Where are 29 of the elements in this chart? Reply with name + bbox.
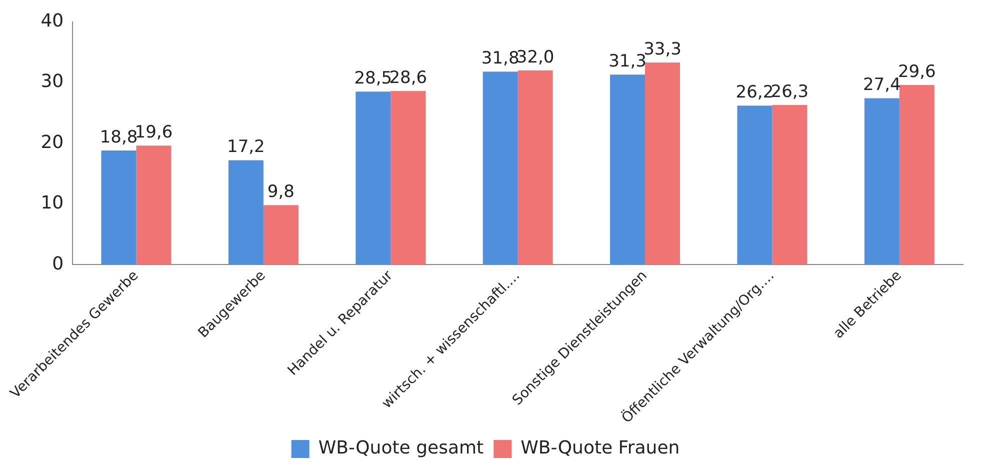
data-label: 9,8: [267, 182, 294, 202]
bar: [228, 160, 264, 265]
data-label: 29,6: [898, 62, 936, 82]
bar: [899, 84, 934, 265]
data-label: 18,8: [100, 127, 138, 148]
data-label: 28,6: [389, 68, 428, 88]
bar: [263, 205, 298, 265]
y-tick-label: 10: [40, 192, 64, 214]
y-tick-label: 30: [40, 71, 64, 92]
y-tick-label: 0: [52, 253, 64, 274]
legend-label: WB-Quote gesamt: [318, 438, 484, 459]
data-label: 26,3: [770, 82, 809, 102]
bar: [518, 70, 553, 265]
bar: [356, 92, 391, 265]
bar: [482, 72, 518, 265]
bar: [645, 62, 680, 265]
bar: [101, 150, 136, 265]
bar: [390, 91, 426, 265]
bar: [864, 98, 900, 265]
data-label: 33,3: [644, 39, 682, 60]
legend-label: WB-Quote Frauen: [520, 438, 680, 459]
data-label: 17,2: [227, 137, 265, 158]
bar: [737, 106, 772, 265]
y-tick-label: 20: [40, 132, 64, 153]
bar: [136, 146, 172, 265]
bar: [610, 74, 646, 265]
y-tick-label: 40: [40, 10, 64, 32]
data-label: 31,3: [608, 52, 646, 72]
bar: [772, 104, 808, 265]
